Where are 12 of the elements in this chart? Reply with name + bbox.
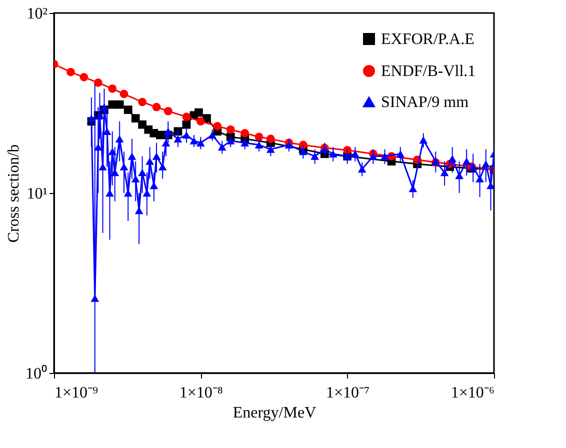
x-tick-label: 1×10⁻⁸ — [179, 384, 223, 402]
y-tick-label: 10² — [26, 6, 48, 22]
y-tick-label: 10¹ — [26, 186, 48, 202]
y-tick-label: 10⁰ — [26, 364, 48, 382]
x-tick-label: 1×10⁻⁹ — [54, 384, 99, 402]
legend-label: EXFOR/P.A.E — [381, 31, 474, 48]
legend-label: SINAP/9 mm — [381, 94, 470, 111]
x-axis-title: Energy/MeV — [232, 404, 317, 422]
y-axis-title: Cross section/b — [6, 144, 22, 243]
x-tick-label: 1×10⁻⁷ — [326, 384, 370, 402]
legend-label: ENDF/B-Vll.1 — [381, 63, 476, 80]
x-tick-label: 1×10⁻⁶ — [450, 384, 494, 402]
